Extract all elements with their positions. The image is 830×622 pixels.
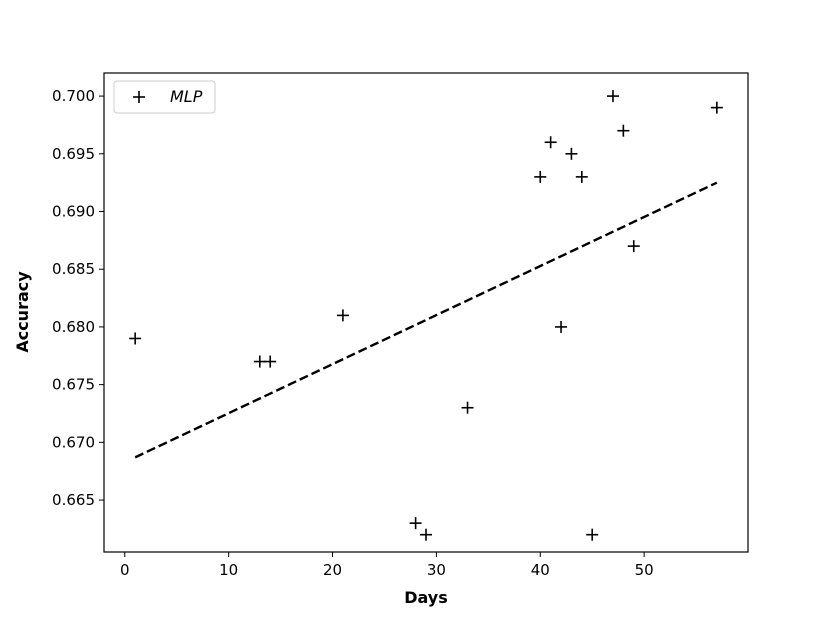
x-tick-label: 20 — [323, 561, 342, 579]
data-point — [617, 124, 630, 137]
y-tick-label: 0.690 — [52, 203, 95, 221]
y-axis-label: Accuracy — [13, 271, 32, 353]
x-tick-label: 50 — [635, 561, 654, 579]
data-point — [409, 517, 422, 530]
data-point — [420, 528, 432, 541]
data-point — [627, 240, 640, 253]
y-tick-label: 0.670 — [52, 433, 95, 451]
y-tick-label: 0.695 — [52, 145, 95, 163]
x-axis-label: Days — [404, 588, 448, 607]
legend-entry-mlp: MLP — [170, 87, 203, 106]
data-points — [129, 90, 723, 541]
trend-line — [134, 181, 718, 459]
trend-line-group — [134, 181, 718, 459]
data-point — [544, 136, 557, 149]
x-tick-label: 0 — [120, 561, 130, 579]
legend: MLP — [113, 80, 216, 114]
x-axis-ticks: 0 10 20 30 40 50 — [120, 552, 654, 579]
y-tick-label: 0.685 — [52, 260, 95, 278]
data-point — [264, 355, 277, 368]
y-tick-label: 0.675 — [52, 376, 95, 394]
data-point — [710, 101, 723, 114]
data-point — [565, 147, 578, 160]
y-tick-label: 0.665 — [52, 491, 95, 509]
data-point — [555, 320, 568, 333]
data-point — [606, 90, 619, 103]
data-point — [129, 332, 142, 345]
y-tick-label: 0.680 — [52, 318, 95, 336]
data-point — [461, 401, 474, 414]
data-point — [253, 355, 266, 368]
data-point — [534, 170, 547, 183]
y-axis-ticks: 0.665 0.670 0.675 0.680 0.685 0.690 0.695 0.700 — [52, 87, 104, 509]
data-point — [336, 309, 349, 322]
y-tick-label: 0.700 — [52, 87, 95, 105]
data-point — [575, 170, 588, 183]
legend-marker-icon — [133, 91, 145, 103]
plot-area — [103, 72, 749, 553]
x-tick-label: 10 — [219, 561, 238, 579]
x-tick-label: 40 — [531, 561, 550, 579]
data-point — [586, 528, 599, 541]
legend-plus-mark — [133, 91, 145, 103]
legend-box — [113, 80, 216, 114]
x-tick-label: 30 — [427, 561, 446, 579]
